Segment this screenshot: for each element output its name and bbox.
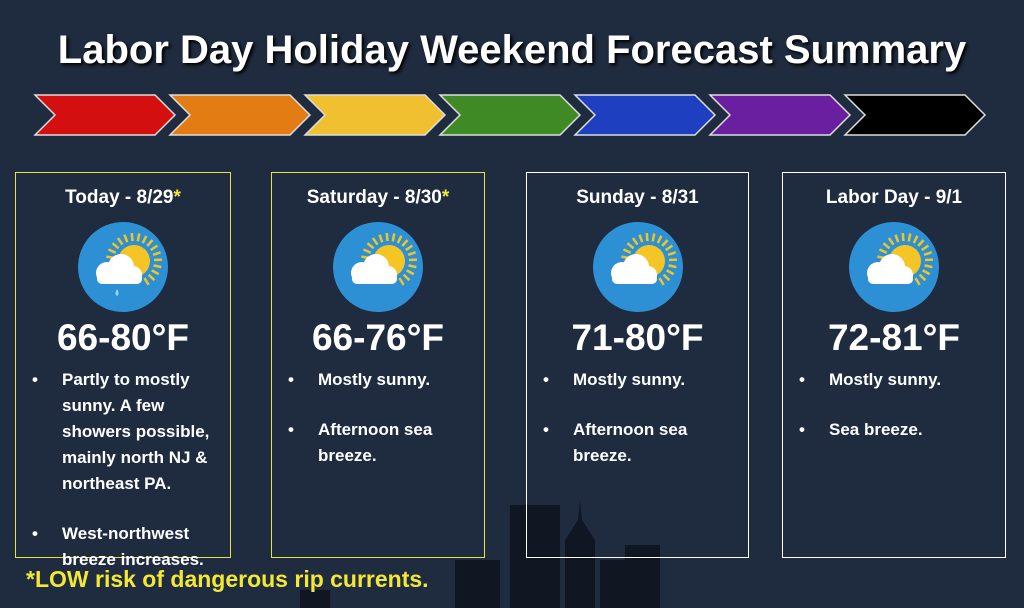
bullet: Afternoon sea breeze. (288, 417, 470, 469)
skyline (300, 500, 660, 608)
bullet-list: Partly to mostly sunny. A few showers po… (16, 367, 230, 573)
weather-icon (592, 222, 683, 312)
bullet-list: Mostly sunny. Afternoon sea breeze. (527, 367, 748, 469)
chevron (303, 94, 447, 136)
day-card: Labor Day - 9/1 72-81°F Mostly sunny. Sea b… (782, 172, 1006, 558)
weather-icon (849, 222, 939, 312)
bullet: West-northwest breeze increases. (32, 521, 216, 573)
bullet: Mostly sunny. (799, 367, 991, 393)
day-heading: Sunday - 8/31 (527, 187, 748, 209)
bullet: Sea breeze. (799, 417, 991, 443)
chevron (573, 94, 717, 136)
day-card: Sunday - 8/31 71-80°F Mostly sunny. Afterno… (526, 172, 749, 558)
bullet: Partly to mostly sunny. A few showers po… (32, 367, 216, 497)
bullet: Mostly sunny. (543, 367, 734, 393)
bullet-list: Mostly sunny. Sea breeze. (783, 367, 1005, 443)
day-card: Saturday - 8/30* 66-76°F Mostly sunny. Afte… (271, 172, 485, 558)
bullet: Afternoon sea breeze. (543, 417, 734, 469)
day-label: Saturday - 8/30 (306, 187, 442, 208)
chevron (708, 94, 852, 136)
day-heading: Today - 8/29* (16, 187, 230, 209)
title: Labor Day Holiday Weekend Forecast Summa… (57, 28, 967, 72)
chevron (168, 94, 312, 136)
temperature: 72-81°F (827, 317, 961, 358)
chevron (438, 94, 582, 136)
chevron (843, 94, 987, 136)
day-label: Sunday - 8/31 (576, 187, 699, 208)
weather-icon (78, 222, 168, 312)
temperature: 66-80°F (56, 317, 190, 358)
rip-mark: * (173, 187, 181, 208)
day-label: Today - 8/29 (65, 187, 174, 208)
temperature: 71-80°F (571, 317, 704, 358)
day-label: Labor Day - 9/1 (825, 187, 963, 208)
bullet: Mostly sunny. (288, 367, 470, 393)
day-card: Today - 8/29* 66-80°F Partly to mostly sun… (15, 172, 231, 569)
footnote: *LOW risk of dangerous rip currents. (26, 566, 429, 592)
bullet-list: Mostly sunny. Afternoon sea breeze. (272, 367, 484, 469)
temperature: 66-76°F (311, 317, 445, 358)
day-heading: Saturday - 8/30* (272, 187, 484, 209)
weather-icon (333, 222, 423, 312)
chevron (33, 94, 177, 136)
day-heading: Labor Day - 9/1 (783, 187, 1005, 209)
rip-mark: * (441, 187, 450, 208)
arrow-row (33, 94, 987, 136)
